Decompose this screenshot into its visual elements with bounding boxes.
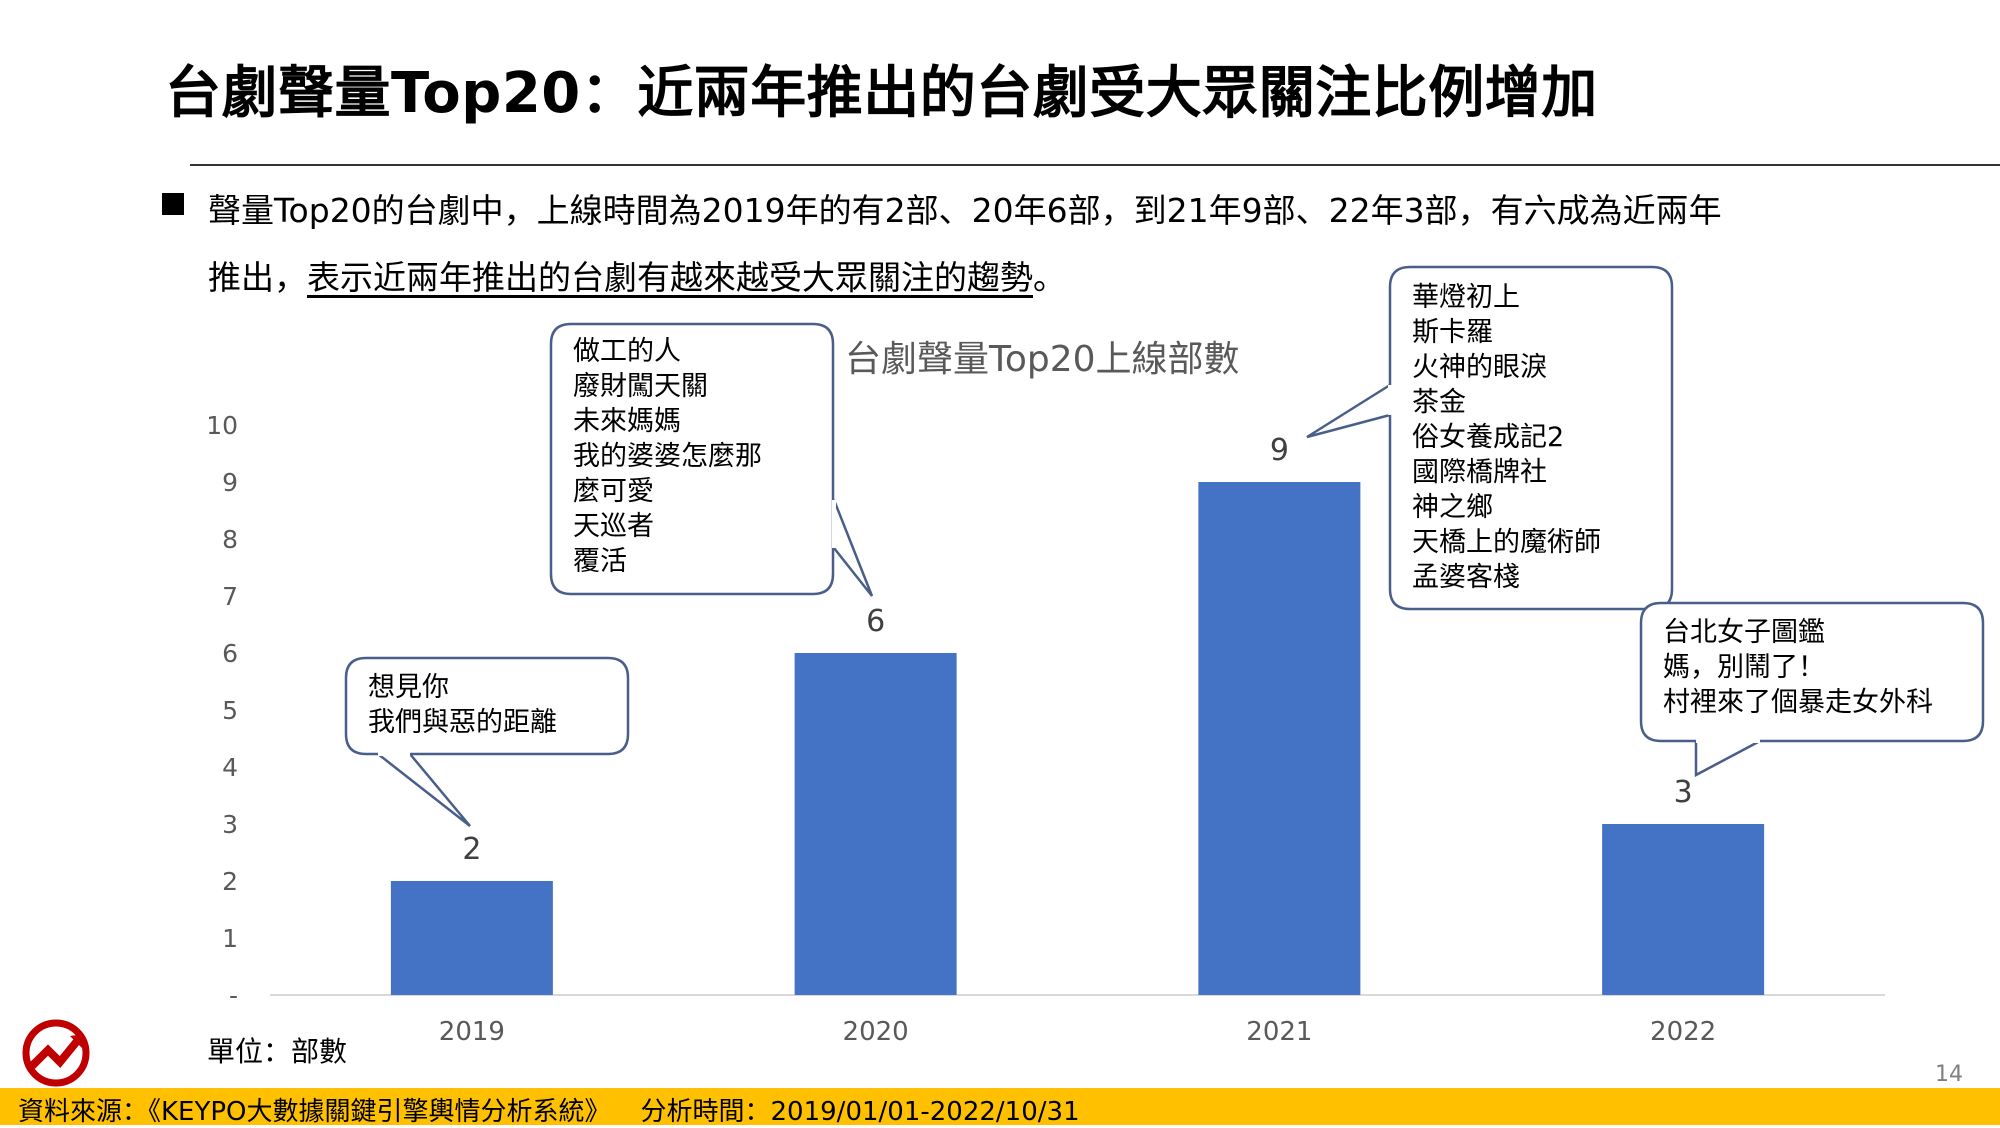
annotation-line: 天橋上的魔術師: [1412, 527, 1601, 558]
title-divider: [190, 164, 2000, 166]
annotation-line: 我的婆婆怎麼那: [573, 441, 762, 472]
y-tick-label: 7: [222, 582, 238, 611]
y-tick-label: 3: [222, 810, 238, 839]
bullet-square-icon: [162, 193, 184, 215]
annotation-line: 媽，別鬧了！: [1663, 652, 1825, 683]
annotation-line: 麼可愛: [573, 476, 654, 507]
y-tick-label: 9: [222, 468, 238, 497]
y-tick-label: 5: [222, 696, 238, 725]
brand-logo-icon: [22, 1019, 90, 1087]
bullet-text-underlined: 表示近兩年推出的台劇有越來越受大眾關注的趨勢: [307, 258, 1033, 297]
annotation-line: 廢財闖天關: [573, 371, 708, 402]
chart-title: 台劇聲量Top20上線部數: [845, 339, 1240, 380]
annotation-line: 斯卡羅: [1412, 317, 1493, 348]
data-label: 3: [1674, 775, 1693, 810]
annotation-line: 做工的人: [573, 336, 681, 367]
y-tick-label: 10: [206, 411, 238, 440]
annotation-tail-2021: [1306, 383, 1391, 439]
annotation-line: 華燈初上: [1412, 282, 1520, 313]
annotation-text-2020: 做工的人廢財闖天關未來媽媽我的婆婆怎麼那 麼可愛天巡者覆活: [573, 334, 762, 579]
annotation-line: 想見你: [368, 672, 449, 703]
annotation-line: 未來媽媽: [573, 406, 681, 437]
bullet-text-line-2: 推出，表示近兩年推出的台劇有越來越受大眾關注的趨勢。: [208, 251, 1066, 299]
data-label: 6: [866, 604, 885, 639]
page-title: 台劇聲量Top20：近兩年推出的台劇受大眾關注比例增加: [165, 61, 1598, 126]
footer-source: 資料來源：《KEYPO大數據關鍵引擎輿情分析系統》: [18, 1097, 611, 1127]
annotation-text-2021: 華燈初上斯卡羅火神的眼淚茶金俗女養成記2 國際橋牌社神之鄉天橋上的魔術師 孟婆客棧: [1412, 280, 1601, 595]
x-tick-label: 2020: [843, 1017, 909, 1047]
bullet-text-suffix: 。: [1033, 258, 1066, 297]
annotation-line: 孟婆客棧: [1412, 562, 1520, 593]
x-tick-label: 2021: [1246, 1017, 1312, 1047]
annotation-text-2019: 想見你我們與惡的距離: [368, 670, 557, 740]
annotation-tail-2020: [832, 499, 874, 597]
annotation-line: 覆活: [573, 546, 627, 577]
page-number: 14: [1935, 1062, 1963, 1087]
y-tick-label: 4: [222, 753, 238, 782]
annotation-tail-2019: [377, 753, 471, 827]
bar-2020: [794, 653, 957, 995]
data-label: 9: [1270, 433, 1289, 468]
annotation-bubble-2019: [344, 656, 630, 756]
y-tick-label: -: [229, 981, 238, 1010]
annotation-line: 村裡來了個暴走女外科: [1663, 687, 1933, 718]
footer-period: 分析時間：2019/01/01-2022/10/31: [640, 1097, 1080, 1127]
x-tick-label: 2019: [439, 1017, 505, 1047]
annotation-line: 俗女養成記2: [1412, 422, 1565, 453]
bar-2021: [1198, 482, 1361, 995]
footer-text: 資料來源：《KEYPO大數據關鍵引擎輿情分析系統》 分析時間：2019/01/01…: [18, 1091, 1110, 1128]
annotation-line: 我們與惡的距離: [368, 707, 557, 738]
unit-label: 單位：部數: [207, 1035, 348, 1068]
annotation-bubble-2022: [1639, 601, 1985, 743]
annotation-line: 國際橋牌社: [1412, 457, 1547, 488]
y-tick-label: 2: [222, 867, 238, 896]
y-tick-label: 1: [222, 924, 238, 953]
annotation-line: 天巡者: [573, 511, 654, 542]
bullet-text-prefix: 推出，: [208, 258, 307, 297]
bar-2022: [1602, 824, 1765, 995]
annotation-line: 火神的眼淚: [1412, 352, 1547, 383]
annotation-tail-2022: [1694, 739, 1761, 778]
bar-2019: [390, 881, 553, 995]
y-tick-label: 8: [222, 525, 238, 554]
annotation-text-2022: 台北女子圖鑑 媽，別鬧了！ 村裡來了個暴走女外科: [1663, 615, 1933, 720]
x-tick-label: 2022: [1650, 1017, 1716, 1047]
annotation-line: 台北女子圖鑑: [1663, 617, 1825, 648]
annotation-line: 茶金: [1412, 387, 1466, 418]
bullet-text-line-1: 聲量Top20的台劇中，上線時間為2019年的有2部、20年6部，到21年9部、…: [208, 191, 1722, 230]
annotation-bubble-2020: [549, 322, 835, 596]
footer-bar: 資料來源：《KEYPO大數據關鍵引擎輿情分析系統》 分析時間：2019/01/01…: [0, 1088, 2000, 1128]
annotation-line: 神之鄉: [1412, 492, 1493, 523]
y-tick-label: 6: [222, 639, 238, 668]
data-label: 2: [462, 832, 481, 867]
